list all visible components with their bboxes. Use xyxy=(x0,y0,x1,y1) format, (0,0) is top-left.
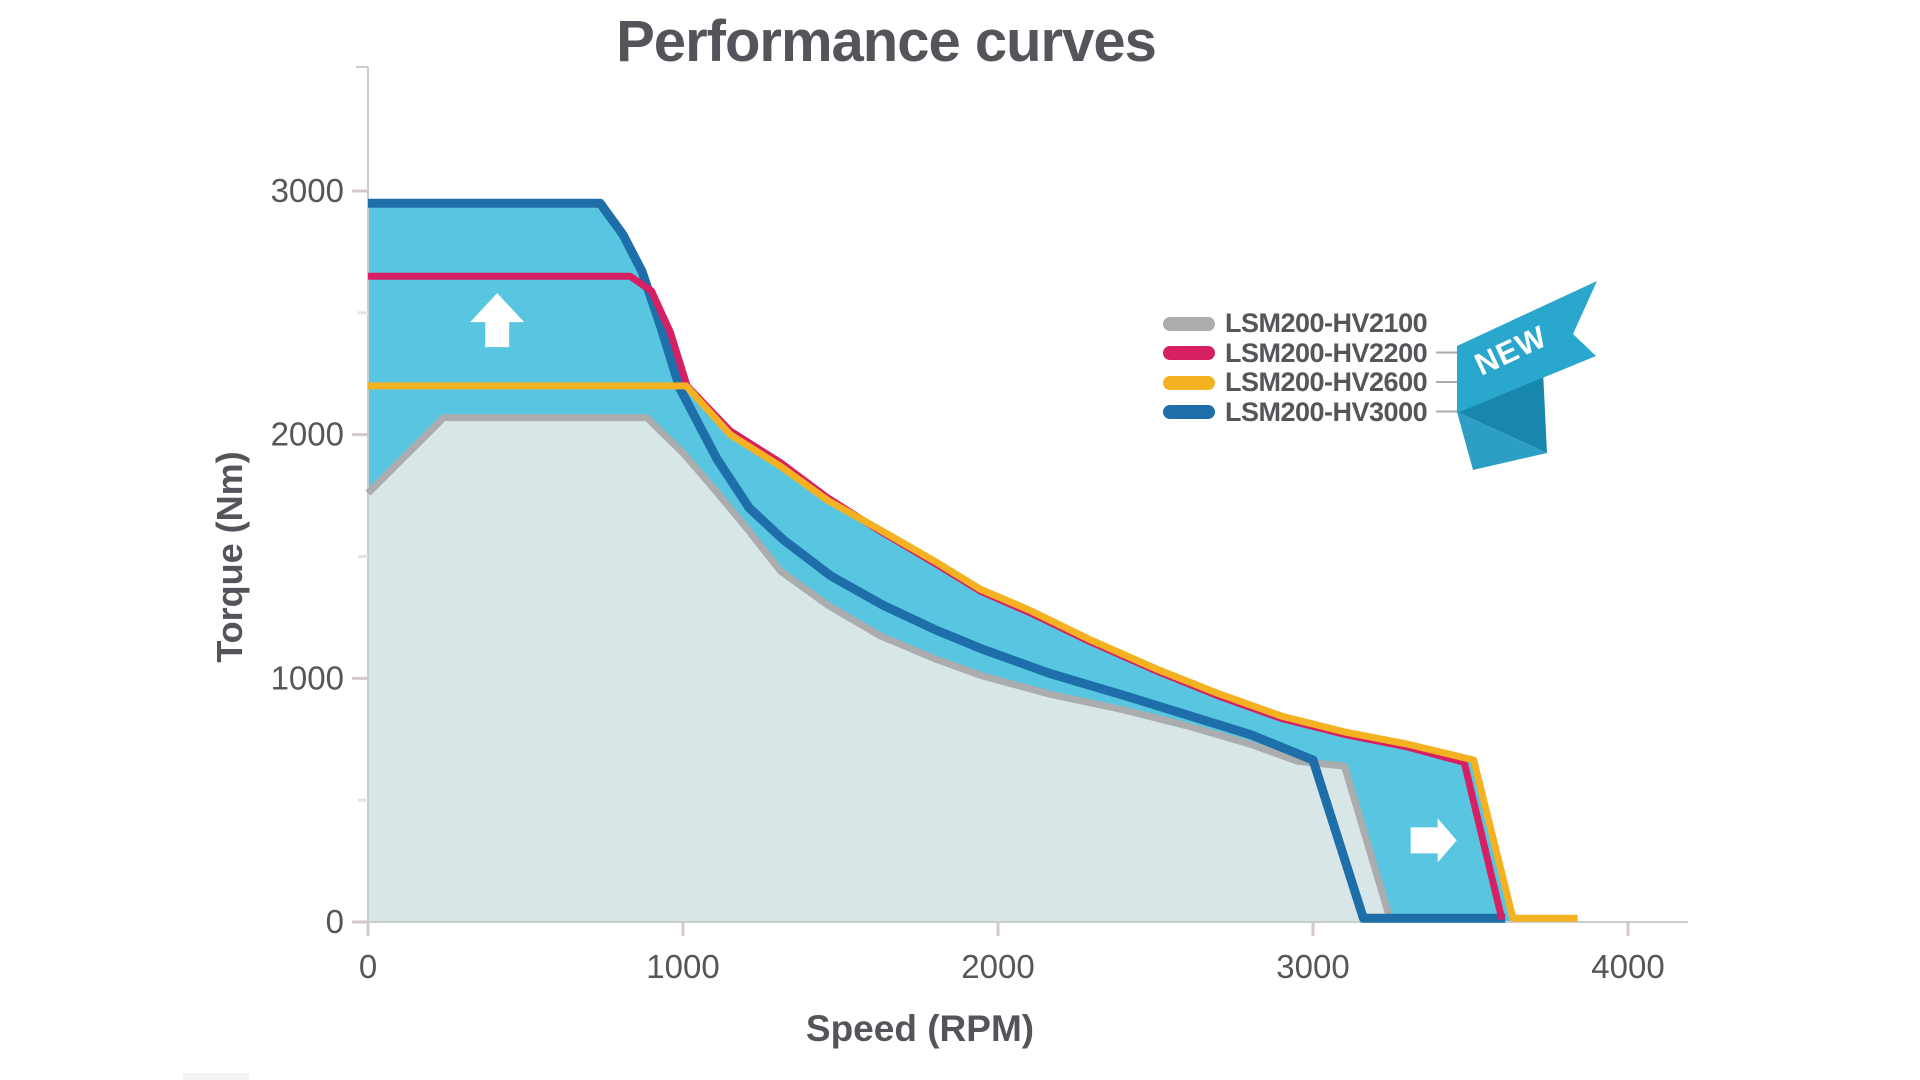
legend: LSM200-HV2100 LSM200-HV2200 LSM200-HV2600 L… xyxy=(1163,308,1428,428)
curve-LSM200-HV2600 xyxy=(368,382,1578,922)
curve-LSM200-HV2100 xyxy=(365,414,1394,921)
legend-label: LSM200-HV2200 xyxy=(1225,337,1428,368)
x-tick-label: 1000 xyxy=(646,948,719,985)
arrow-right-icon xyxy=(1410,818,1457,863)
legend-swatch xyxy=(1163,316,1215,331)
legend-label: LSM200-HV2100 xyxy=(1225,308,1428,339)
arrow-annotations xyxy=(470,293,1457,863)
tick-labels: 0 1000 2000 3000 0 1000 2000 3000 4000 xyxy=(271,172,1665,985)
legend-swatch xyxy=(1163,346,1215,361)
curves xyxy=(365,198,1578,923)
new-badge-ribbon xyxy=(1457,281,1597,470)
legend-swatch xyxy=(1163,375,1215,390)
y-tick-label: 2000 xyxy=(271,416,344,453)
legend-label: LSM200-HV3000 xyxy=(1225,396,1428,427)
legend-label: LSM200-HV2600 xyxy=(1225,367,1428,398)
legend-swatch xyxy=(1163,405,1215,420)
x-tick-label: 3000 xyxy=(1276,948,1349,985)
x-axis-title: Speed (RPM) xyxy=(805,1008,1035,1049)
legacy-envelope-fill xyxy=(368,417,1391,922)
ribbon-fold-mid xyxy=(1457,412,1547,470)
page-artifact xyxy=(183,1073,249,1080)
legend-item-LSM200-HV2100: LSM200-HV2100 xyxy=(1163,308,1428,339)
y-tick-label: 3000 xyxy=(271,172,344,209)
x-tick-label: 4000 xyxy=(1591,948,1664,985)
y-tick-label: 0 xyxy=(326,903,344,940)
legend-item-LSM200-HV3000: LSM200-HV3000 xyxy=(1163,396,1428,428)
arrow-up-icon xyxy=(470,293,525,348)
ribbon-fold-dark xyxy=(1457,371,1547,453)
y-tick-label: 1000 xyxy=(271,659,344,696)
chart-title: Performance curves xyxy=(616,9,1157,74)
legend-item-LSM200-HV2200: LSM200-HV2200 xyxy=(1163,337,1428,369)
legend-item-LSM200-HV2600: LSM200-HV2600 xyxy=(1163,367,1428,398)
y-axis-title: Torque (Nm) xyxy=(209,451,250,663)
x-tick-label: 2000 xyxy=(961,948,1034,985)
curve-LSM200-HV3000 xyxy=(368,198,1506,923)
ribbon-banner xyxy=(1457,281,1597,413)
x-tick-label: 0 xyxy=(359,948,377,985)
